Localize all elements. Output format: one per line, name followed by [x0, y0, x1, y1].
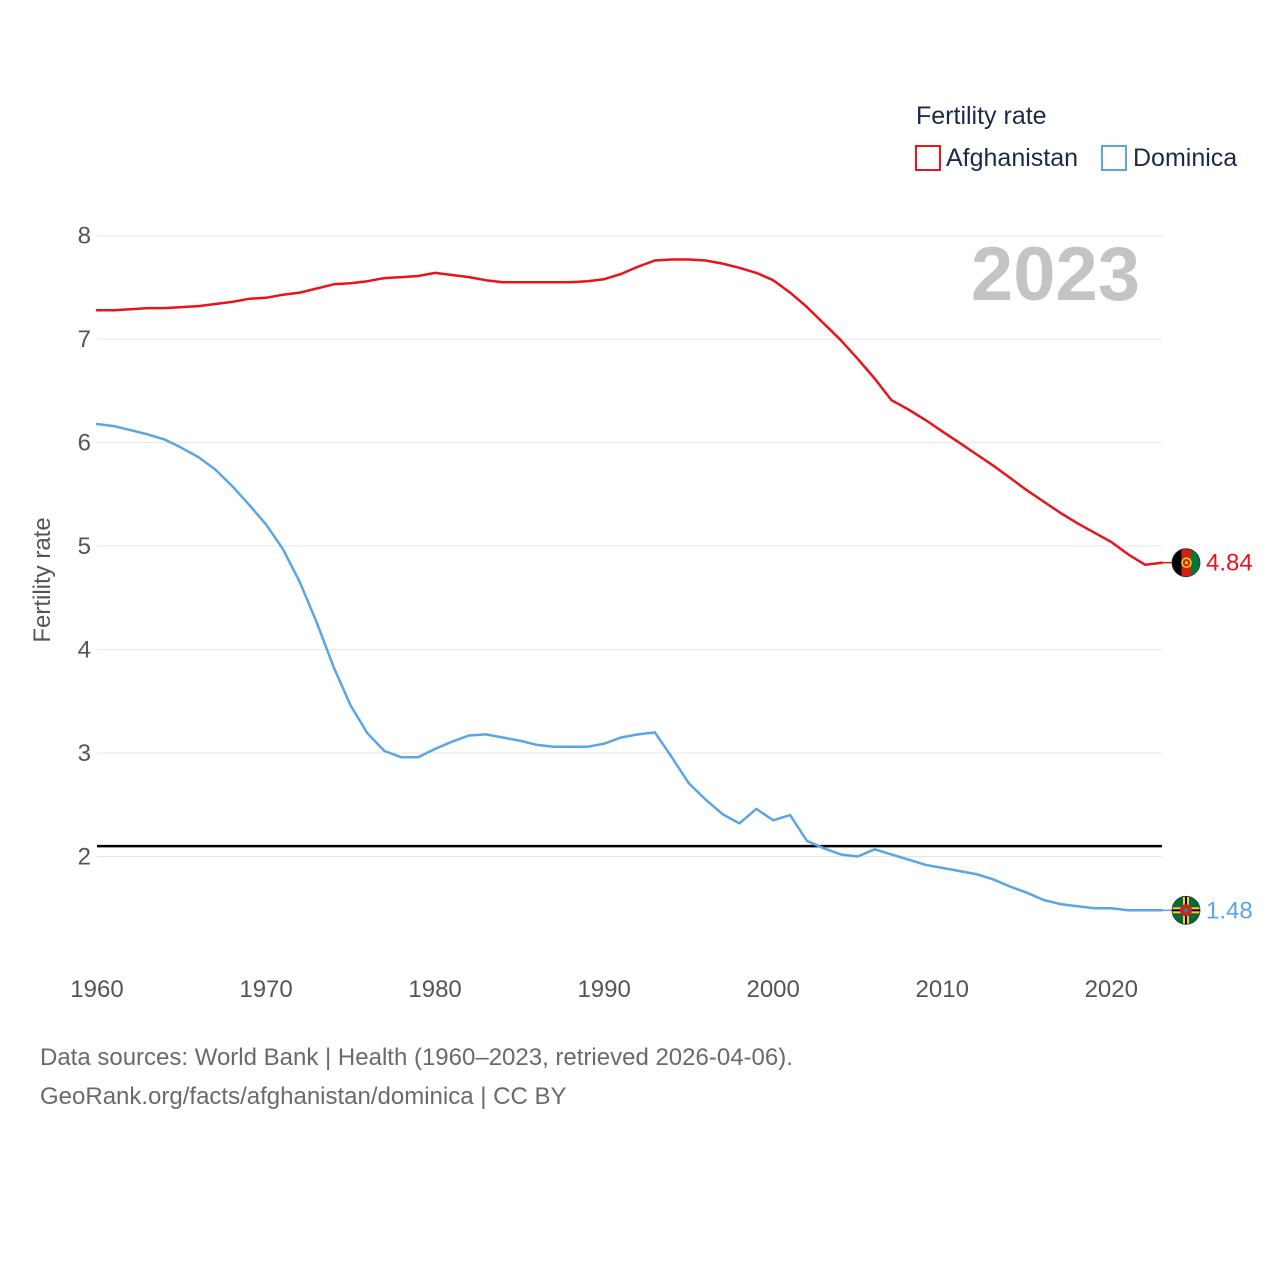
x-tick-label-2020: 2020 — [1085, 976, 1138, 1003]
end-value-dominica: 1.48 — [1206, 897, 1253, 924]
end-marker-dominica — [1171, 895, 1201, 925]
y-tick-label-6: 6 — [78, 430, 91, 457]
end-value-afghanistan: 4.84 — [1206, 550, 1253, 577]
y-tick-label-8: 8 — [78, 223, 91, 250]
y-tick-label-2: 2 — [78, 844, 91, 871]
x-tick-label-1970: 1970 — [239, 976, 292, 1003]
grid-lines — [97, 235, 1162, 858]
legend-label-afghanistan: Afghanistan — [946, 144, 1078, 172]
x-axis-ticks: 1960 1970 1980 1990 2000 2010 2020 — [70, 976, 1138, 1003]
footer-sources: Data sources: World Bank | Health (1960–… — [40, 1044, 793, 1071]
year-label: 2023 — [971, 232, 1140, 317]
series-lines — [95, 258, 1172, 912]
end-marker-afghanistan — [1171, 548, 1201, 578]
dominica-flag-icon — [1172, 896, 1200, 925]
y-axis-ticks: 2 3 4 5 6 7 8 — [78, 223, 91, 871]
y-axis-title: Fertility rate — [29, 517, 56, 642]
y-tick-label-5: 5 — [78, 533, 91, 560]
y-tick-label-3: 3 — [78, 740, 91, 767]
y-tick-label-7: 7 — [78, 326, 91, 353]
legend-title: Fertility rate — [916, 102, 1047, 130]
series-line-dominica — [95, 422, 1164, 912]
y-tick-label-4: 4 — [78, 637, 91, 664]
footer-attribution[interactable]: GeoRank.org/facts/afghanistan/dominica |… — [40, 1083, 567, 1110]
legend-swatch-afghanistan — [915, 145, 941, 171]
x-tick-label-2000: 2000 — [746, 976, 799, 1003]
legend-swatch-dominica — [1101, 145, 1127, 171]
x-tick-label-2010: 2010 — [916, 976, 969, 1003]
x-tick-label-1960: 1960 — [70, 976, 123, 1003]
afghanistan-flag-icon — [1172, 548, 1200, 577]
legend-label-dominica: Dominica — [1133, 144, 1237, 172]
x-tick-label-1980: 1980 — [408, 976, 461, 1003]
legend: Fertility rate Afghanistan Dominica — [915, 102, 1237, 172]
x-tick-label-1990: 1990 — [577, 976, 630, 1003]
series-line-afghanistan — [95, 258, 1164, 566]
